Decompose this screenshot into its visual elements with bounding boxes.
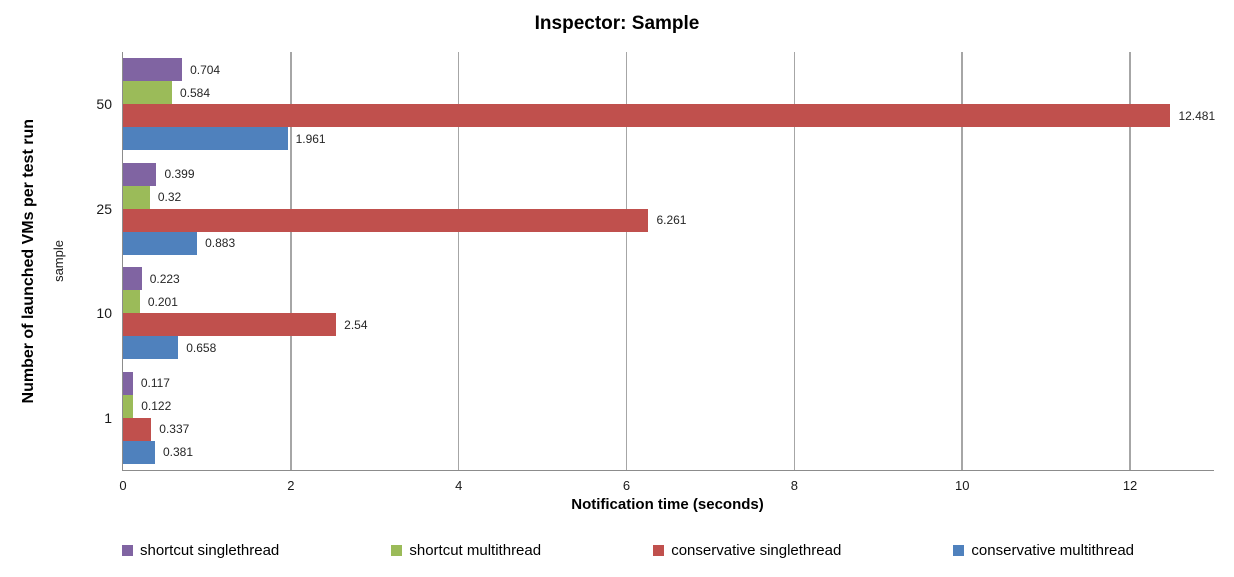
bar-data-label: 12.481 — [1178, 108, 1216, 123]
bar-conservative-singlethread — [123, 313, 337, 337]
legend: shortcut singlethread shortcut multithrea… — [122, 539, 1134, 561]
legend-item-conservative-multithread: conservative multithread — [953, 542, 1134, 559]
x-axis-title: Notification time (seconds) — [571, 496, 764, 513]
x-axis-tick-label: 12 — [1122, 478, 1138, 493]
bar-shortcut-singlethread — [123, 58, 183, 82]
y-axis-title: Number of launched VMs per test run — [20, 118, 37, 404]
bar-data-label: 0.201 — [147, 294, 178, 309]
legend-item-conservative-singlethread: conservative singlethread — [653, 542, 841, 559]
bar-data-label: 1.961 — [295, 131, 326, 146]
bar-conservative-multithread — [123, 440, 155, 464]
bar-shortcut-singlethread — [123, 267, 142, 291]
bar-shortcut-multithread — [123, 394, 134, 418]
gridline-8 — [793, 52, 796, 470]
chart-title: Inspector: Sample — [534, 13, 700, 34]
bar-shortcut-multithread — [123, 290, 140, 314]
bar-conservative-singlethread — [123, 208, 649, 232]
x-axis-tick-label: 6 — [622, 478, 631, 493]
gridline-4 — [457, 52, 460, 470]
bar-shortcut-multithread — [123, 81, 172, 105]
bar-data-label: 0.704 — [190, 62, 221, 77]
x-axis-tick-label: 0 — [119, 478, 127, 493]
x-axis-tick-label: 4 — [455, 478, 463, 493]
bar-data-label: 0.223 — [149, 271, 180, 286]
bar-data-label: 0.122 — [141, 399, 172, 414]
bar-data-label: 0.883 — [205, 236, 236, 251]
y-axis-category-label: 10 — [96, 305, 112, 322]
bar-conservative-multithread — [123, 336, 179, 360]
legend-swatch-conservative-multithread — [953, 544, 965, 556]
bar-conservative-singlethread — [123, 104, 1171, 128]
bar-data-label: 0.381 — [162, 445, 193, 460]
legend-label: shortcut multithread — [409, 541, 542, 559]
x-axis-tick-label: 8 — [790, 478, 798, 493]
bar-data-label: 0.117 — [140, 376, 170, 391]
legend-swatch-conservative-singlethread — [653, 544, 665, 556]
bar-data-label: 0.658 — [186, 340, 217, 355]
bar-shortcut-singlethread — [123, 162, 157, 186]
bar-conservative-multithread — [123, 127, 288, 151]
gridline-2 — [290, 52, 292, 470]
legend-swatch-shortcut-singlethread — [122, 544, 133, 556]
legend-item-shortcut-singlethread: shortcut singlethread — [122, 542, 279, 559]
bar-data-label: 2.54 — [344, 317, 368, 332]
bar-conservative-singlethread — [123, 417, 152, 441]
bar-data-label: 6.261 — [656, 213, 687, 228]
y-axis-title-wrap: Number of launched VMs per test run — [14, 52, 44, 470]
plot-area: 0 2 4 6 8 10 12 50 0.704 0.584 12.481 1.961 25 0.399 0… — [96, 52, 1216, 493]
y-axis-subtitle: sample — [50, 240, 66, 282]
bar-data-label: 0.584 — [180, 85, 211, 100]
y-axis-category-label: 25 — [96, 200, 112, 217]
bar-conservative-multithread — [123, 231, 198, 255]
x-axis-tick-label: 2 — [287, 478, 295, 493]
bar-shortcut-singlethread — [123, 371, 133, 395]
bar-shortcut-multithread — [123, 185, 150, 209]
gridline-10 — [961, 52, 963, 470]
y-axis-category-label: 1 — [104, 409, 112, 426]
legend-label: shortcut singlethread — [140, 541, 280, 559]
gridline-6 — [625, 52, 628, 470]
legend-item-shortcut-multithread: shortcut multithread — [391, 542, 541, 559]
bar-data-label: 0.32 — [157, 190, 182, 205]
gridline-12 — [1129, 52, 1131, 470]
legend-swatch-shortcut-multithread — [391, 544, 403, 556]
bar-data-label: 0.399 — [164, 167, 195, 182]
legend-label: conservative multithread — [971, 541, 1134, 559]
y-axis-category-label: 50 — [96, 96, 112, 113]
y-axis-subtitle-wrap: sample — [46, 52, 70, 470]
x-axis-tick-label: 10 — [954, 478, 970, 493]
legend-label: conservative singlethread — [671, 541, 842, 559]
bar-data-label: 0.337 — [159, 422, 190, 437]
